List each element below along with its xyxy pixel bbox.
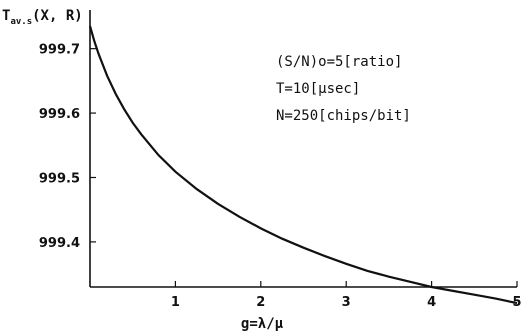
x-axis-label: g=λ/μ [241,316,284,332]
y-axis-label: Tav.s(X, R) [2,8,83,27]
annotation-period: T=10[μsec] [276,81,360,97]
y-axis-label-subscript: av.s [10,17,32,27]
x-tick-label: 1 [171,295,180,310]
y-tick-label: 999.4 [39,236,80,251]
y-axis-label-args: (X, R) [32,8,83,24]
x-tick-label: 3 [342,295,351,310]
annotation-snr: (S/N)o=5[ratio] [276,54,402,70]
y-axis-label-main: T [2,8,10,24]
axes [89,10,517,288]
x-tick-label: 4 [427,295,436,310]
series-line [88,25,518,305]
annotation-chips: N=250[chips/bit] [276,108,411,124]
y-tick-label: 999.7 [39,43,80,58]
y-tick-label: 999.6 [39,107,80,122]
y-tick-label: 999.5 [39,171,80,186]
x-tick-label: 2 [256,295,265,310]
annotations: (S/N)o=5[ratio] T=10[μsec] N=250[chips/b… [276,54,411,124]
